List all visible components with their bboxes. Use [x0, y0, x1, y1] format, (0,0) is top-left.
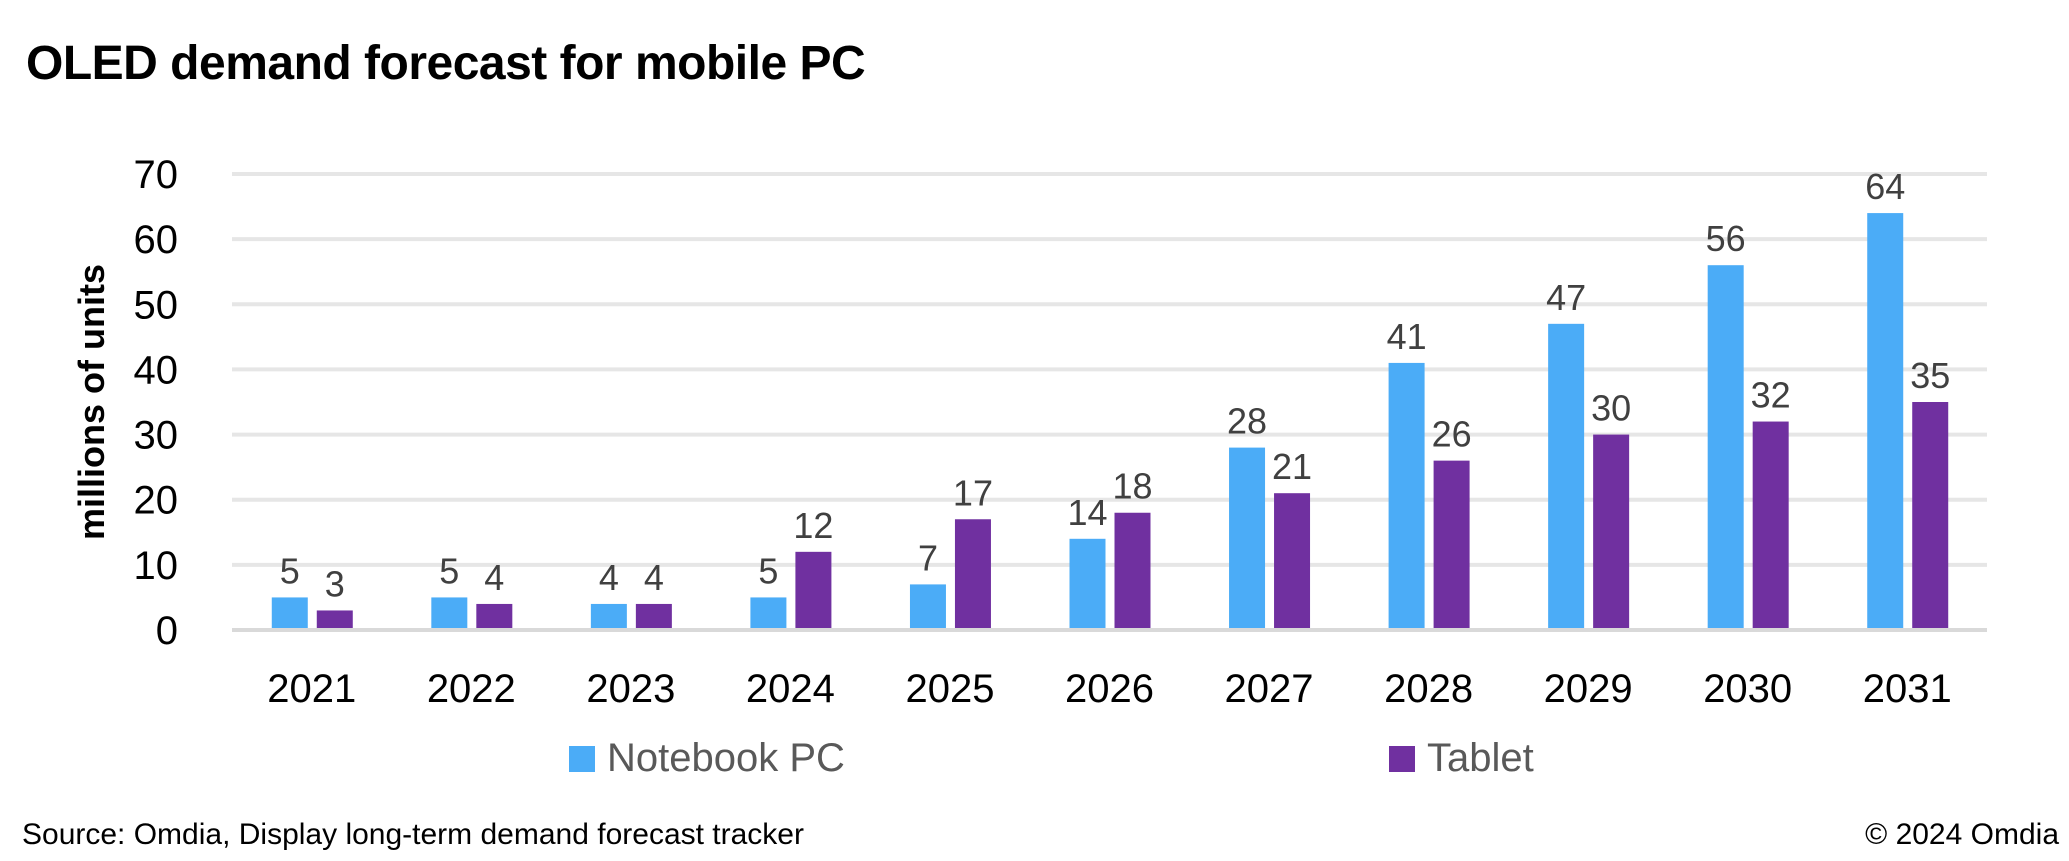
bar-notebook-pc [1229, 447, 1266, 628]
bar-tablet [1433, 460, 1470, 628]
data-label: 4 [599, 557, 619, 598]
x-tick-label: 2031 [1863, 667, 1952, 711]
bar-tablet [954, 519, 991, 628]
data-label: 18 [1112, 466, 1152, 507]
x-tick-label: 2027 [1225, 667, 1314, 711]
source-note: Source: Omdia, Display long-term demand … [22, 818, 804, 851]
data-label: 21 [1272, 446, 1312, 487]
bar-notebook-pc [1548, 323, 1585, 628]
bar-tablet [1593, 434, 1630, 628]
legend-label-tablet: Tablet [1427, 736, 1534, 780]
x-tick-label: 2023 [586, 667, 675, 711]
bar-tablet [1912, 402, 1949, 628]
x-tick-label: 2024 [746, 667, 835, 711]
x-tick-label: 2030 [1703, 667, 1792, 711]
bar-tablet [795, 551, 832, 628]
y-tick-label: 10 [134, 544, 179, 588]
x-tick-label: 2028 [1384, 667, 1473, 711]
bar-tablet [1752, 421, 1789, 628]
bar-notebook-pc [590, 603, 627, 628]
data-label: 41 [1387, 316, 1427, 357]
data-label: 28 [1227, 401, 1267, 442]
y-tick-label: 60 [134, 218, 179, 262]
y-tick-label: 50 [134, 283, 179, 327]
data-label: 17 [953, 472, 993, 513]
x-tick-label: 2021 [267, 667, 356, 711]
data-label: 64 [1865, 166, 1905, 207]
bar-notebook-pc [1707, 265, 1744, 628]
bar-notebook-pc [750, 597, 787, 628]
data-label: 5 [280, 550, 300, 591]
data-label: 35 [1910, 355, 1950, 396]
bar-notebook-pc [431, 597, 468, 628]
legend-swatch-notebook-pc [569, 745, 595, 772]
legend-swatch-tablet [1389, 745, 1415, 772]
bar-tablet [316, 610, 353, 628]
bar-tablet [635, 603, 672, 628]
y-tick-label: 30 [134, 414, 179, 458]
bar-tablet [476, 603, 513, 628]
y-axis-title: millions of units [71, 264, 112, 540]
data-label: 7 [918, 537, 938, 578]
y-tick-label: 20 [134, 479, 179, 523]
data-label: 30 [1591, 388, 1631, 429]
data-label: 12 [793, 505, 833, 546]
y-tick-label: 0 [156, 609, 178, 653]
data-label: 3 [325, 563, 345, 604]
y-tick-label: 70 [134, 153, 179, 197]
chart-title: OLED demand forecast for mobile PC [26, 37, 866, 90]
legend-item-tablet: Tablet [1389, 736, 1534, 781]
x-tick-label: 2022 [427, 667, 516, 711]
x-tick-label: 2029 [1544, 667, 1633, 711]
data-label: 5 [758, 550, 778, 591]
data-label: 14 [1067, 492, 1107, 533]
x-tick-label: 2026 [1065, 667, 1154, 711]
bar-notebook-pc [1069, 538, 1106, 628]
data-label: 47 [1546, 277, 1586, 318]
bar-notebook-pc [1388, 362, 1425, 628]
data-label: 56 [1706, 218, 1746, 259]
bar-notebook-pc [1867, 213, 1904, 629]
bar-tablet [1114, 512, 1151, 628]
x-tick-label: 2025 [905, 667, 994, 711]
y-tick-label: 40 [134, 348, 179, 392]
data-label: 26 [1432, 414, 1472, 455]
copyright-note: © 2024 Omdia [1865, 818, 2059, 851]
data-label: 4 [644, 557, 664, 598]
data-label: 5 [439, 550, 459, 591]
data-label: 4 [484, 557, 504, 598]
legend-item-notebook-pc: Notebook PC [569, 736, 845, 781]
data-label: 32 [1751, 375, 1791, 416]
bar-notebook-pc [909, 584, 946, 628]
bar-notebook-pc [271, 597, 308, 628]
bar-tablet [1274, 493, 1311, 628]
legend-label-notebook-pc: Notebook PC [607, 736, 845, 780]
